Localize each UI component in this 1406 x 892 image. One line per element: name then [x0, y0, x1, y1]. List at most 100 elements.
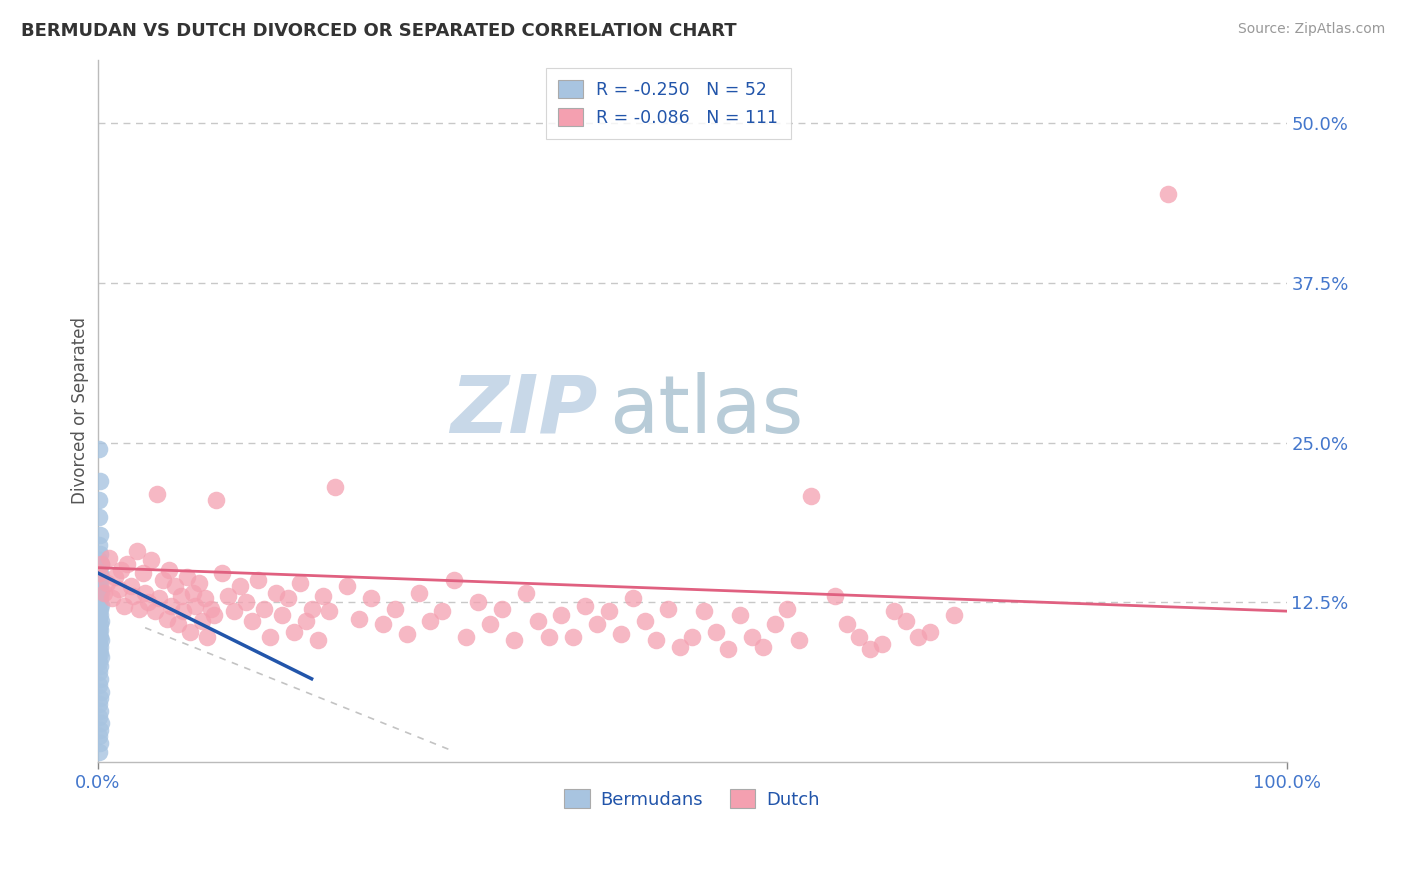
- Point: [87, 627, 110, 641]
- Point: [87, 509, 110, 524]
- Point: [538, 630, 561, 644]
- Point: [184, 599, 207, 613]
- Point: [894, 615, 917, 629]
- Point: [134, 586, 156, 600]
- Point: [728, 607, 751, 622]
- Point: [152, 574, 174, 588]
- Point: [96, 576, 118, 591]
- Point: [89, 527, 111, 541]
- Point: [170, 589, 193, 603]
- Point: [942, 607, 965, 622]
- Point: [87, 566, 110, 580]
- Point: [122, 589, 145, 603]
- Point: [90, 615, 112, 629]
- Point: [146, 486, 169, 500]
- Point: [195, 630, 218, 644]
- Point: [574, 599, 596, 613]
- Point: [253, 601, 276, 615]
- Point: [89, 659, 111, 673]
- Point: [89, 723, 111, 737]
- Point: [160, 599, 183, 613]
- Point: [89, 630, 111, 644]
- Text: Source: ZipAtlas.com: Source: ZipAtlas.com: [1237, 22, 1385, 37]
- Point: [87, 574, 110, 588]
- Point: [87, 745, 110, 759]
- Point: [87, 580, 110, 594]
- Point: [211, 566, 233, 580]
- Point: [143, 604, 166, 618]
- Point: [633, 615, 655, 629]
- Point: [918, 624, 941, 639]
- Point: [312, 589, 335, 603]
- Point: [217, 589, 239, 603]
- Point: [90, 598, 112, 612]
- Point: [621, 591, 644, 606]
- Point: [408, 586, 430, 600]
- Point: [187, 576, 209, 591]
- Point: [240, 615, 263, 629]
- Point: [110, 563, 132, 577]
- Point: [515, 586, 537, 600]
- Point: [87, 610, 110, 624]
- Point: [360, 591, 382, 606]
- Point: [336, 578, 359, 592]
- Point: [288, 576, 311, 591]
- Point: [167, 616, 190, 631]
- Point: [741, 630, 763, 644]
- Point: [824, 589, 846, 603]
- Point: [87, 637, 110, 651]
- Point: [301, 601, 323, 615]
- Point: [704, 624, 727, 639]
- Point: [502, 633, 524, 648]
- Point: [693, 604, 716, 618]
- Point: [645, 633, 668, 648]
- Point: [179, 624, 201, 639]
- Point: [89, 582, 111, 597]
- Point: [318, 604, 340, 618]
- Point: [87, 655, 110, 669]
- Point: [907, 630, 929, 644]
- Point: [90, 633, 112, 648]
- Point: [89, 547, 111, 561]
- Point: [586, 616, 609, 631]
- Point: [872, 637, 894, 651]
- Point: [859, 642, 882, 657]
- Point: [108, 582, 131, 597]
- Point: [283, 624, 305, 639]
- Point: [87, 604, 110, 618]
- Point: [848, 630, 870, 644]
- Point: [89, 736, 111, 750]
- Point: [89, 474, 111, 488]
- Point: [384, 601, 406, 615]
- Point: [259, 630, 281, 644]
- Point: [419, 615, 441, 629]
- Point: [229, 578, 252, 592]
- Point: [89, 566, 111, 580]
- Text: atlas: atlas: [609, 372, 803, 450]
- Point: [112, 599, 135, 613]
- Point: [87, 678, 110, 692]
- Point: [235, 595, 257, 609]
- Point: [89, 591, 111, 606]
- Point: [87, 538, 110, 552]
- Point: [526, 615, 548, 629]
- Point: [800, 489, 823, 503]
- Point: [90, 716, 112, 731]
- Point: [89, 616, 111, 631]
- Point: [657, 601, 679, 615]
- Point: [125, 544, 148, 558]
- Point: [681, 630, 703, 644]
- Point: [89, 672, 111, 686]
- Point: [883, 604, 905, 618]
- Point: [120, 578, 142, 592]
- Point: [89, 690, 111, 705]
- Point: [456, 630, 478, 644]
- Point: [136, 595, 159, 609]
- Point: [294, 615, 316, 629]
- Point: [90, 557, 112, 571]
- Point: [90, 569, 112, 583]
- Point: [157, 563, 180, 577]
- Text: ZIP: ZIP: [450, 372, 598, 450]
- Point: [176, 569, 198, 583]
- Point: [90, 650, 112, 665]
